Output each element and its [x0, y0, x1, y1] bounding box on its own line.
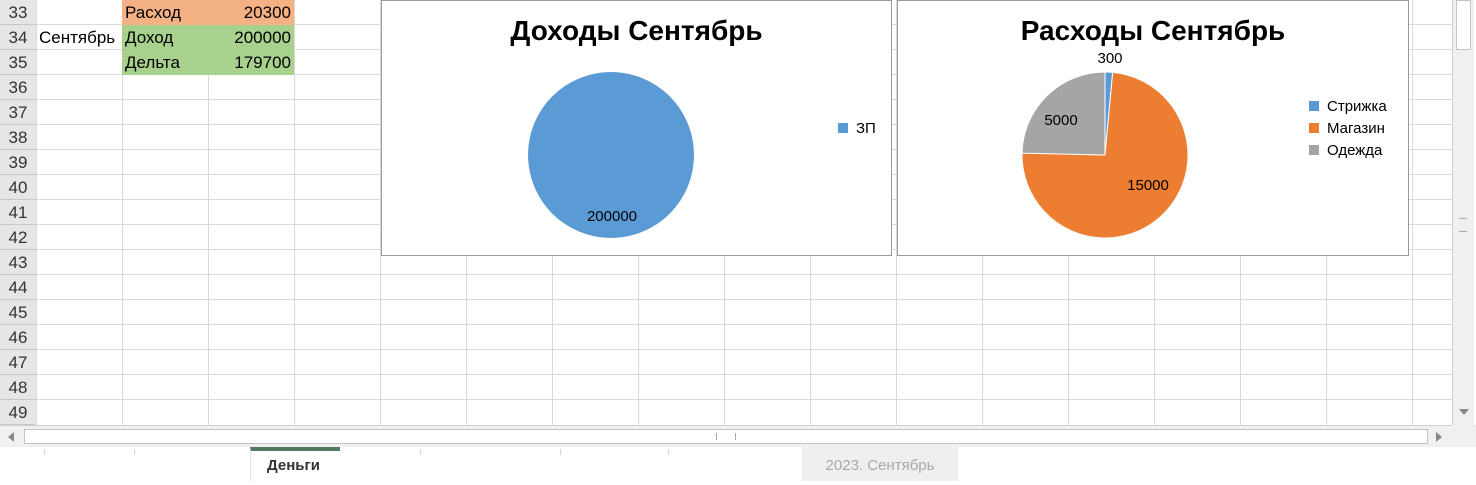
grid-line — [36, 274, 1452, 275]
grip-icon — [716, 433, 736, 440]
income-value-cell[interactable]: 200000 — [208, 25, 294, 50]
tab-divider — [420, 449, 421, 455]
chart-legend: ЗП — [838, 117, 876, 139]
expense-pie-chart[interactable]: Расходы Сентябрь 300 15000 5000 Стрижка Ма… — [897, 0, 1409, 256]
row-header[interactable]: 40 — [0, 175, 36, 200]
tab-2023-september[interactable]: 2023. Сентябрь — [802, 447, 958, 481]
row-header[interactable]: 38 — [0, 125, 36, 150]
row-header[interactable]: 35 — [0, 50, 36, 75]
scroll-down-arrow-icon[interactable] — [1459, 409, 1469, 415]
chart-title: Расходы Сентябрь — [1020, 15, 1286, 46]
legend-swatch — [1309, 145, 1319, 155]
tab-divider — [560, 449, 561, 455]
month-cell[interactable]: Сентябрь — [39, 28, 116, 47]
delta-label-cell[interactable]: Дельта — [122, 50, 208, 75]
row-header[interactable]: 41 — [0, 200, 36, 225]
tab-divider — [668, 449, 669, 455]
legend-item: Одежда — [1309, 139, 1387, 161]
chart-title: Доходы Сентябрь — [510, 15, 763, 46]
tab-divider — [134, 449, 135, 455]
income-pie-chart[interactable]: Доходы Сентябрь 200000 ЗП — [381, 0, 892, 256]
row-header[interactable]: 48 — [0, 375, 36, 400]
grid-line — [380, 0, 381, 425]
row-header[interactable]: 49 — [0, 400, 36, 425]
scroll-corner — [1452, 425, 1476, 447]
data-label: 5000 — [1044, 112, 1077, 129]
row-header[interactable]: 46 — [0, 325, 36, 350]
row-header[interactable]: 44 — [0, 275, 36, 300]
grid-line — [36, 399, 1452, 400]
grid-line — [122, 0, 123, 425]
row-header[interactable]: 47 — [0, 350, 36, 375]
row-header[interactable]: 42 — [0, 225, 36, 250]
row-header[interactable]: 33 — [0, 0, 36, 25]
pie-slice[interactable] — [1021, 71, 1106, 156]
data-label: 15000 — [1127, 177, 1169, 194]
scroll-left-arrow-icon[interactable] — [8, 432, 14, 442]
legend-label: Магазин — [1327, 119, 1385, 137]
data-label: 300 — [1097, 50, 1122, 67]
sheet-tab-bar: Деньги 2023. Сентябрь — [0, 447, 1476, 483]
row-header[interactable]: 34 — [0, 25, 36, 50]
grid-line — [36, 349, 1452, 350]
legend-label: Стрижка — [1327, 97, 1387, 115]
legend-label: Одежда — [1327, 141, 1383, 159]
pie-plot: 200000 — [528, 72, 694, 238]
row-header[interactable]: 36 — [0, 75, 36, 100]
grid-line — [896, 0, 897, 425]
grid-line — [1412, 0, 1413, 425]
legend-item: Магазин — [1309, 117, 1387, 139]
expense-value-cell[interactable]: 20300 — [208, 0, 294, 25]
grid-line — [36, 299, 1452, 300]
legend-swatch — [1309, 101, 1319, 111]
pie-plot: 300 15000 5000 — [1021, 50, 1189, 239]
legend-label: ЗП — [856, 119, 876, 137]
row-header[interactable]: 45 — [0, 300, 36, 325]
row-header[interactable]: 39 — [0, 150, 36, 175]
grip-icon — [1459, 218, 1467, 232]
legend-swatch — [838, 123, 848, 133]
pie-slice[interactable] — [528, 72, 694, 238]
scroll-right-arrow-icon[interactable] — [1436, 432, 1442, 442]
expense-label-cell[interactable]: Расход — [122, 0, 208, 25]
tab-divider — [44, 449, 45, 455]
legend-item: Стрижка — [1309, 95, 1387, 117]
vertical-scrollbar[interactable] — [1452, 0, 1474, 425]
scroll-thumb[interactable] — [24, 429, 1428, 444]
grid-line — [36, 374, 1452, 375]
spreadsheet-grid[interactable]: 33 34 35 36 37 38 39 40 41 42 43 44 45 4… — [0, 0, 1452, 425]
tab-dengi[interactable]: Деньги — [250, 447, 340, 481]
row-header[interactable]: 43 — [0, 250, 36, 275]
row-header[interactable]: 37 — [0, 100, 36, 125]
delta-value-cell[interactable]: 179700 — [208, 50, 294, 75]
grid-line — [36, 324, 1452, 325]
data-label: 200000 — [587, 208, 637, 225]
grid-line — [294, 0, 295, 425]
legend-item: ЗП — [838, 117, 876, 139]
chart-legend: Стрижка Магазин Одежда — [1309, 95, 1387, 161]
grid-line — [208, 0, 209, 425]
income-label-cell[interactable]: Доход — [122, 25, 208, 50]
horizontal-scrollbar[interactable] — [0, 425, 1452, 447]
scroll-thumb[interactable] — [1456, 0, 1471, 50]
grid-line — [36, 0, 37, 425]
legend-swatch — [1309, 123, 1319, 133]
